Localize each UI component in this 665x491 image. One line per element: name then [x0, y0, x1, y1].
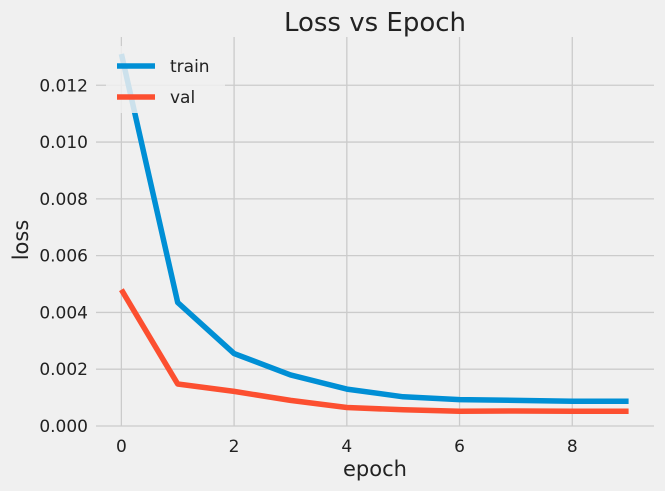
series-lines	[118, 53, 629, 414]
legend: train val	[106, 46, 225, 113]
y-tick-label: 0.008	[39, 190, 88, 210]
series-line-val	[119, 288, 629, 414]
x-tick-label: 6	[454, 437, 465, 457]
y-tick-label: 0.002	[39, 360, 88, 380]
y-tick-label: 0.000	[39, 417, 88, 437]
x-tick-label: 8	[567, 437, 578, 457]
y-tick-label: 0.006	[39, 247, 88, 267]
x-tick-labels: 0 2 4 6 8	[116, 437, 578, 457]
chart-title: Loss vs Epoch	[284, 8, 466, 38]
y-tick-labels: 0.000 0.002 0.004 0.006 0.008 0.010 0.012	[39, 76, 88, 437]
x-axis-label: epoch	[343, 457, 407, 481]
y-tick-label: 0.004	[39, 303, 88, 323]
legend-label-train: train	[170, 57, 210, 77]
y-axis-label: loss	[9, 220, 33, 261]
y-tick-label: 0.010	[39, 133, 88, 153]
x-tick-label: 4	[341, 437, 352, 457]
x-tick-label: 2	[229, 437, 240, 457]
series-line-train	[118, 53, 629, 405]
x-tick-label: 0	[116, 437, 127, 457]
y-tick-label: 0.012	[39, 76, 88, 96]
legend-label-val: val	[170, 88, 195, 108]
